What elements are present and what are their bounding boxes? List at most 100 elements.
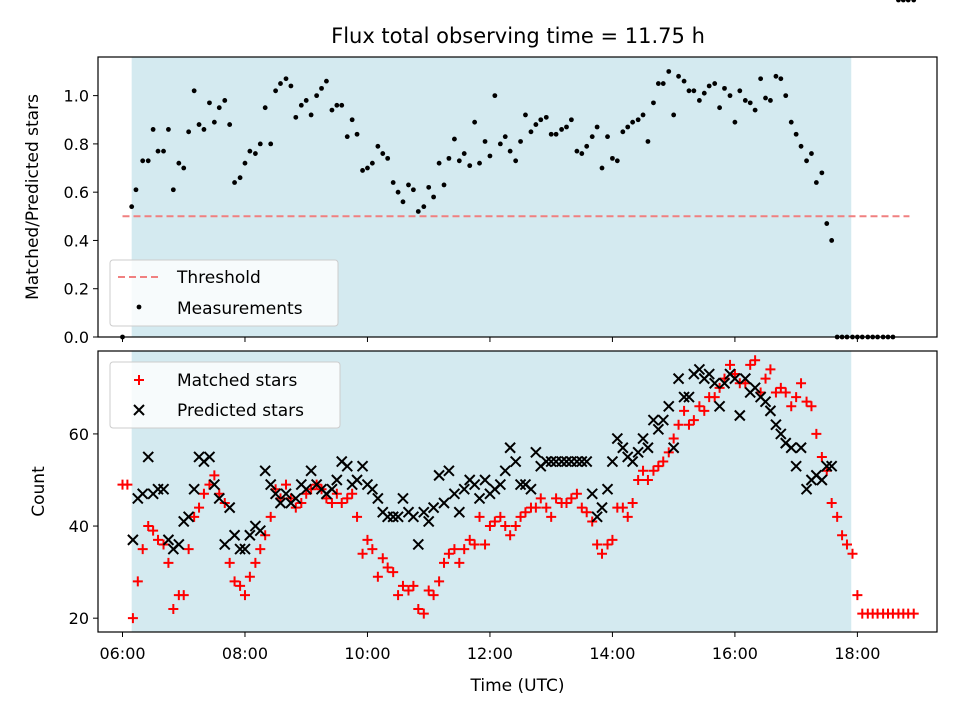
matched-star-point (362, 534, 373, 545)
predicted-star-point (228, 529, 241, 541)
predicted-star-point (438, 497, 450, 509)
matched-star-point (148, 525, 159, 536)
measurement-point (339, 102, 345, 108)
measurement-point (456, 158, 462, 164)
measurement-point (446, 155, 452, 161)
measurement-point (518, 139, 523, 144)
measurement-point (523, 112, 528, 118)
matched-star-point (679, 405, 690, 416)
measurement-point (365, 165, 370, 171)
measurements-legend-swatch (136, 304, 142, 310)
measurement-point (809, 151, 814, 156)
measurement-point (553, 131, 559, 137)
predicted-star-point (825, 460, 838, 472)
measurement-point (691, 88, 697, 94)
matched-star-point (357, 548, 368, 559)
matched-star-point (449, 544, 460, 555)
measurement-point (354, 131, 360, 137)
measurement-point (813, 180, 819, 185)
matched-star-point (648, 465, 659, 476)
matched-star-point (474, 511, 485, 522)
matched-star-point (459, 544, 470, 555)
matched-legend-swatch (134, 375, 144, 385)
measurement-point (671, 112, 677, 118)
measurement-point (242, 160, 248, 166)
matched-star-point (198, 488, 209, 499)
matched-star-point (806, 401, 817, 412)
predicted-star-point (647, 414, 660, 426)
predicted-star-point (213, 492, 225, 505)
threshold-legend-label: Threshold (176, 268, 261, 288)
predicted-star-point (626, 455, 639, 468)
matched-star-point (464, 534, 475, 545)
measurement-point (773, 73, 779, 79)
matched-star-point (551, 493, 562, 504)
matched-star-point (633, 474, 644, 485)
count-y-tick-label: 40 (69, 517, 89, 536)
matched-star-point (265, 511, 276, 522)
measurement-point (747, 100, 753, 106)
matched-star-point (239, 590, 250, 601)
measurement-point (360, 168, 365, 173)
measurement-point (497, 141, 503, 147)
ratio-y-tick-label: 0.4 (64, 231, 89, 250)
measurement-point (513, 158, 519, 164)
measurement-point (783, 93, 789, 99)
ratio-panel: 0.0 0.2 0.4 0.6 0.8 1.0 Matched/Predicted sta… (23, 0, 938, 347)
measurement-point (207, 100, 212, 106)
matched-star-point (535, 493, 546, 504)
predicted-star-point (514, 478, 527, 491)
measurement-point (742, 98, 748, 103)
matched-star-point (209, 470, 220, 481)
matched-legend-marker (134, 375, 144, 385)
predicted-star-point (305, 465, 317, 477)
predicted-star-point (596, 501, 608, 514)
measurement-point (375, 143, 381, 149)
matched-star-point (694, 401, 705, 412)
matched-star-point (658, 456, 669, 467)
matched-star-point (546, 511, 557, 522)
measurement-point (349, 117, 355, 123)
measurement-point (319, 85, 324, 91)
matched-star-point (352, 511, 363, 522)
measurement-point (161, 148, 166, 154)
measurement-point (701, 90, 707, 96)
predicted-star-point (387, 511, 399, 523)
predicted-star-point (683, 391, 695, 403)
measurement-point (293, 114, 299, 120)
measurement-point (133, 187, 139, 193)
matched-star-point (443, 548, 454, 559)
x-tick-label: 16:00 (712, 644, 758, 663)
predicted-star-point (203, 451, 216, 463)
measurement-point (568, 117, 574, 123)
measurement-point (461, 151, 467, 156)
predicted-star-point (448, 488, 461, 500)
matched-star-point (561, 498, 572, 509)
x-tick-label: 18:00 (834, 644, 880, 663)
matched-star-point (413, 603, 424, 614)
predicted-star-point (586, 488, 598, 500)
predicted-star-point (576, 455, 588, 468)
measurement-point (737, 88, 743, 94)
matched-star-point (607, 534, 618, 545)
measurement-point (196, 122, 202, 127)
predicted-star-point (427, 501, 440, 514)
matched-star-point (250, 557, 261, 568)
predicted-star-point (795, 442, 807, 454)
matched-star-point (439, 557, 450, 568)
predicted-star-point (591, 511, 603, 523)
measurement-point (768, 98, 773, 103)
measurement-point (681, 78, 687, 84)
matched-star-point (765, 364, 776, 375)
predicted-star-point (632, 446, 644, 459)
measurement-point (227, 122, 233, 127)
measurement-point (314, 93, 320, 99)
predicted-star-point (208, 478, 221, 491)
matched-star-point (229, 576, 240, 587)
measurement-point (752, 107, 758, 113)
count-y-axis-label: Count (29, 466, 49, 517)
measurement-point (610, 155, 615, 161)
matched-star-point (832, 511, 843, 522)
x-tick-label: 10:00 (344, 644, 390, 663)
predicted-star-point (356, 460, 369, 472)
